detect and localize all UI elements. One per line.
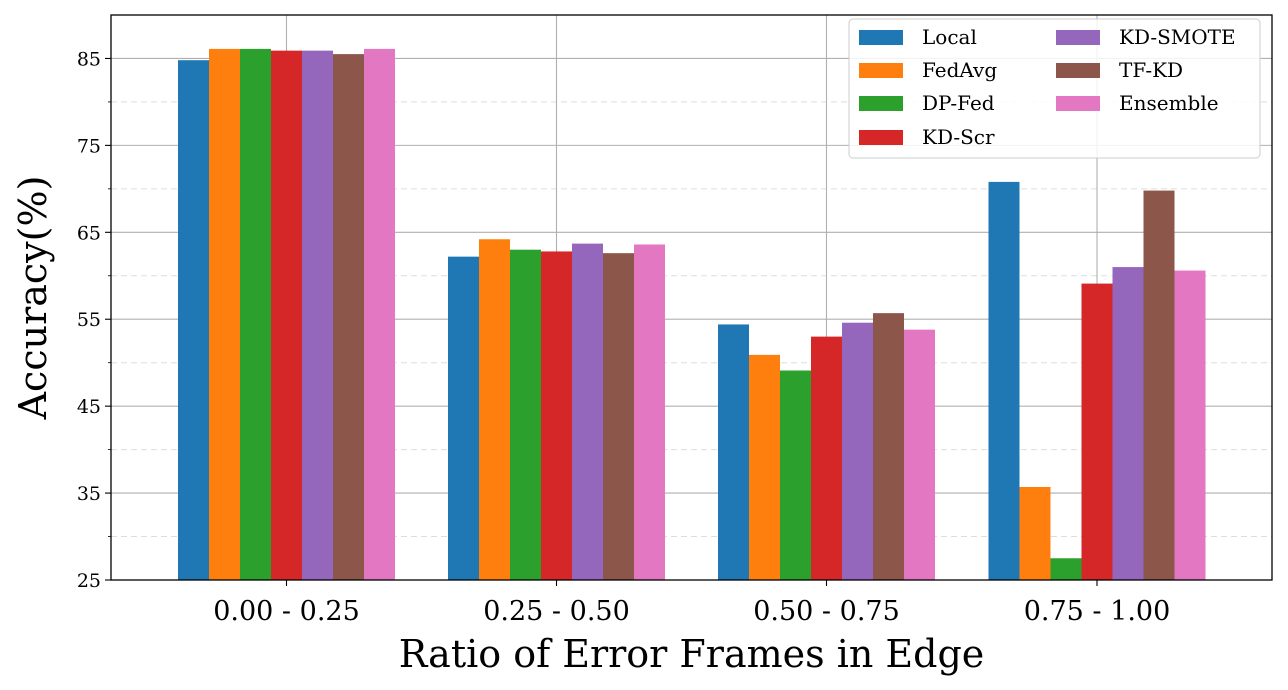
y-tick-label: 25 — [77, 570, 101, 592]
legend-box — [848, 18, 1261, 159]
bar-dp-fed — [1050, 558, 1082, 580]
y-axis-ticks: 25 35 45 55 65 75 85 — [77, 48, 111, 592]
bar-tf-kd — [1143, 190, 1175, 581]
bar-ensemble — [1174, 270, 1206, 580]
x-tick-label: 0.50 - 0.75 — [753, 596, 900, 627]
bar-kd-scr — [1081, 283, 1113, 580]
x-tick-label: 0.75 - 1.00 — [1024, 596, 1171, 627]
legend-label: Ensemble — [1119, 91, 1219, 115]
bar-dp-fed — [240, 48, 271, 580]
x-tick-label: 0.25 - 0.50 — [483, 596, 630, 627]
legend-swatch — [859, 30, 903, 45]
bar-local — [718, 324, 749, 580]
y-tick-label: 45 — [77, 396, 101, 418]
y-tick-label: 75 — [77, 135, 101, 157]
legend-swatch — [859, 96, 903, 111]
y-tick-label: 35 — [77, 483, 101, 505]
bar-ensemble — [904, 329, 935, 580]
bar-kd-scr — [271, 50, 302, 580]
bar-kd-smote — [842, 322, 873, 580]
x-axis-title: Ratio of Error Frames in Edge — [399, 632, 985, 676]
bar-local — [178, 60, 209, 580]
y-tick-label: 85 — [77, 48, 101, 70]
y-tick-label: 65 — [77, 222, 101, 244]
legend-label: FedAvg — [922, 58, 997, 82]
x-tick-label: 0.00 - 0.25 — [213, 596, 360, 627]
plot-frame — [110, 14, 1273, 581]
legend-swatch — [859, 63, 903, 78]
bar-tf-kd — [873, 313, 904, 580]
bar-kd-scr — [541, 251, 572, 580]
legend: Local FedAvg DP-Fed KD-Scr KD-SMOTE TF-KD Ense… — [848, 18, 1261, 159]
bar-local — [988, 181, 1020, 580]
bar-kd-smote — [302, 50, 333, 580]
bar-kd-scr — [811, 336, 842, 580]
bar-ensemble — [634, 244, 665, 580]
bar-local — [448, 256, 479, 580]
bar-dp-fed — [510, 249, 541, 580]
legend-swatch — [1056, 96, 1100, 111]
bar-fedavg — [479, 239, 510, 580]
legend-label: KD-SMOTE — [1119, 25, 1236, 49]
y-tick-label: 55 — [77, 309, 101, 331]
bar-tf-kd — [333, 54, 364, 581]
bar-fedavg — [1019, 486, 1051, 580]
bar-dp-fed — [780, 370, 811, 580]
legend-label: Local — [922, 25, 977, 49]
y-axis-title: Accuracy(%) — [11, 176, 55, 421]
legend-label: TF-KD — [1119, 58, 1183, 82]
legend-label: KD-Scr — [922, 125, 995, 149]
legend-label: DP-Fed — [922, 91, 995, 115]
bar-kd-smote — [1112, 267, 1144, 580]
legend-swatch — [1056, 30, 1100, 45]
legend-swatch — [859, 130, 903, 145]
bar-ensemble — [364, 48, 395, 580]
bar-fedavg — [209, 48, 240, 580]
legend-swatch — [1056, 63, 1100, 78]
bars — [178, 48, 1206, 581]
bar-fedavg — [749, 354, 780, 580]
bar-tf-kd — [603, 253, 634, 580]
x-axis-ticks: 0.00 - 0.25 0.25 - 0.50 0.50 - 0.75 0.75 - … — [213, 580, 1170, 627]
bar-kd-smote — [572, 243, 603, 580]
